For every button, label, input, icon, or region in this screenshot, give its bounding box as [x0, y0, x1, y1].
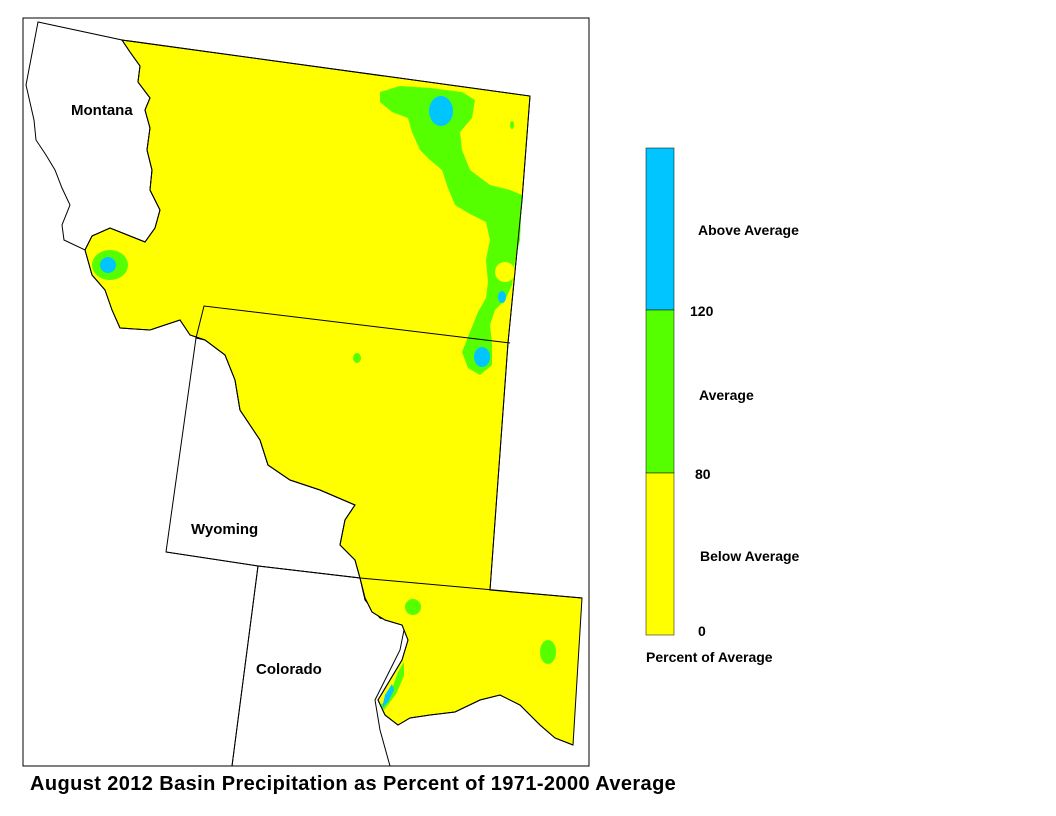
basin-outline [84, 39, 574, 746]
legend-break-0: 0 [698, 623, 706, 639]
wyoming-label: Wyoming [191, 521, 258, 538]
average-zone-small-4 [510, 121, 514, 129]
above-average-zone-2 [100, 257, 116, 273]
above-average-zone-1 [429, 96, 453, 126]
legend-swatch-average [645, 309, 675, 474]
legend-label-above: Above Average [698, 222, 799, 238]
below-average-pocket [495, 262, 515, 282]
montana-label: Montana [71, 102, 133, 119]
legend-break-80: 80 [695, 466, 711, 482]
legend-break-120: 120 [690, 303, 714, 319]
above-average-zone-5 [382, 684, 394, 708]
average-zone-small-2 [405, 599, 421, 615]
legend-swatch-below [645, 472, 675, 636]
average-zone-northeast [380, 86, 522, 375]
above-average-zone-4 [498, 291, 506, 303]
average-zone-colorado-west [380, 662, 404, 710]
legend-title: Percent of Average [646, 649, 773, 665]
legend-label-below: Below Average [700, 548, 800, 564]
legend: Above Average Average Below Average 120 … [645, 147, 800, 665]
legend-swatch-above [645, 147, 675, 311]
above-average-zone-3 [474, 347, 490, 367]
average-zone-small-3 [540, 640, 556, 664]
state-boundaries [121, 39, 583, 767]
colorado-label: Colorado [256, 661, 322, 678]
average-zone-small-1 [353, 353, 361, 363]
legend-label-average: Average [699, 387, 754, 403]
map-caption: August 2012 Basin Precipitation as Perce… [30, 773, 677, 795]
